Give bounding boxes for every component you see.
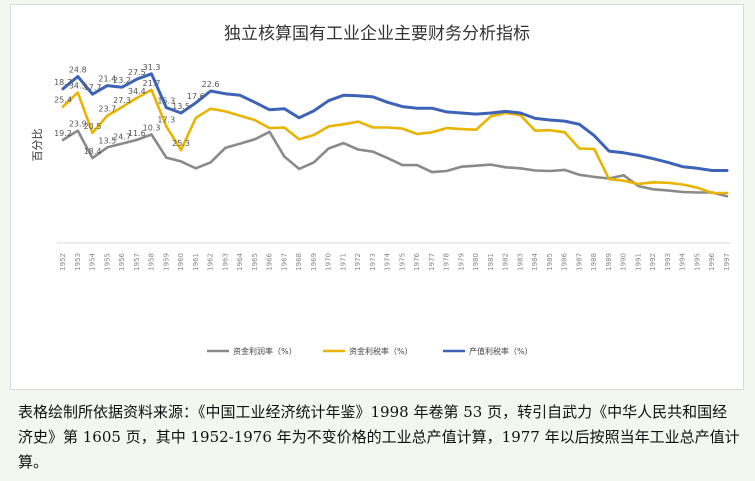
chart-svg: 独立核算国有工业企业主要财务分析指标 百分比 19.223.918.413.52… [31, 24, 731, 356]
x-tick-labels: 1952 1953 1954 1955 1956 1957 1958 1959 1960 1961… [59, 252, 731, 270]
x-tick-label: 1992 [649, 253, 657, 271]
data-label: 17.6 [187, 92, 205, 101]
x-tick-label: 1958 [148, 253, 156, 271]
data-label: 34.4 [128, 87, 146, 96]
data-label: 24.8 [69, 65, 87, 74]
x-tick-label: 1986 [561, 252, 569, 270]
series-line-2 [61, 72, 729, 172]
x-tick-label: 1968 [295, 253, 303, 271]
x-tick-label: 1989 [605, 253, 613, 271]
data-label: 22.6 [202, 80, 220, 89]
data-label: 17.3 [157, 115, 175, 124]
x-tick-label: 1996 [708, 252, 716, 270]
data-label: 23.7 [98, 105, 116, 114]
data-label: 13.5 [172, 102, 190, 111]
x-tick-label: 1985 [546, 253, 554, 271]
data-label: 23.2 [113, 76, 131, 85]
x-tick-label: 1977 [428, 253, 436, 271]
legend: 资金利润率（%） 资金利税率（%） 产值利税率（%） [207, 346, 533, 356]
data-label: 21.4 [98, 75, 116, 84]
x-tick-label: 1956 [118, 252, 126, 270]
data-label: 23.9 [69, 120, 87, 129]
x-tick-label: 1961 [192, 253, 200, 271]
x-tick-label: 1983 [516, 253, 524, 271]
data-label: 13.5 [98, 136, 116, 145]
x-tick-label: 1959 [162, 253, 170, 271]
data-label: 27.5 [128, 68, 146, 77]
x-tick-label: 1963 [221, 253, 229, 271]
series-line-0 [61, 129, 729, 198]
data-label: 24.7 [113, 133, 131, 142]
y-axis-label: 百分比 [31, 129, 44, 162]
data-label: 25.3 [172, 139, 190, 148]
x-tick-label: 1974 [384, 252, 392, 270]
x-tick-label: 1952 [59, 253, 67, 271]
data-label: 34.5 [69, 82, 87, 91]
data-label: 17.7 [84, 83, 102, 92]
chart-panel: 独立核算国有工业企业主要财务分析指标 百分比 19.2 23.9 18.4 13.5 2… [10, 4, 744, 390]
x-tick-label: 1964 [236, 252, 244, 270]
x-tick-label: 1962 [207, 253, 215, 271]
data-label: 21.7 [143, 79, 161, 88]
data-label: 15.3 [157, 97, 175, 106]
x-tick-label: 1984 [531, 252, 539, 270]
x-tick-label: 1960 [177, 253, 185, 271]
x-tick-label: 1988 [590, 253, 598, 271]
x-tick-label: 1973 [369, 253, 377, 271]
data-label: 27.3 [113, 96, 131, 105]
x-tick-label: 1997 [723, 253, 731, 271]
x-tick-label: 1981 [487, 253, 495, 271]
data-label: 10.3 [143, 123, 161, 132]
data-label: 19.2 [54, 129, 72, 138]
data-label: 25.4 [54, 96, 72, 105]
data-label: 18.7 [54, 78, 72, 87]
data-labels-layer: 19.223.918.413.524.711.610.325.434.520.5… [54, 63, 219, 156]
legend-label-0: 资金利润率（%） [233, 346, 297, 356]
x-tick-label: 1967 [280, 253, 288, 271]
x-tick-label: 1971 [339, 253, 347, 271]
x-tick-label: 1990 [620, 253, 628, 271]
legend-label-1: 资金利税率（%） [349, 346, 413, 356]
x-tick-label: 1976 [413, 252, 421, 270]
x-tick-label: 1969 [310, 253, 318, 271]
series-layer [61, 72, 729, 198]
x-tick-label: 1965 [251, 253, 259, 271]
x-tick-label: 1975 [398, 253, 406, 271]
x-tick-label: 1972 [354, 253, 362, 271]
data-label: 20.5 [84, 122, 102, 131]
chart-title: 独立核算国有工业企业主要财务分析指标 [224, 24, 530, 44]
x-tick-label: 1966 [266, 252, 274, 270]
x-tick-label: 1954 [89, 252, 97, 270]
x-tick-label: 1978 [443, 253, 451, 271]
source-note: 表格绘制所依据资料来源：《中国工业经济统计年鉴》1998 年卷第 53 页，转引… [18, 403, 740, 471]
x-tick-label: 1957 [133, 253, 141, 271]
x-tick-label: 1995 [693, 253, 701, 271]
series-line-1 [61, 88, 729, 195]
x-tick-label: 1980 [472, 253, 480, 271]
x-tick-label: 1955 [103, 253, 111, 271]
x-tick-label: 1991 [634, 253, 642, 271]
data-label: 31.3 [143, 63, 161, 72]
x-tick-label: 1979 [457, 253, 465, 271]
x-tick-label: 1970 [325, 253, 333, 271]
data-label: 18.4 [84, 147, 102, 156]
data-label: 11.6 [128, 129, 146, 138]
x-tick-label: 1993 [664, 253, 672, 271]
x-tick-label: 1982 [502, 253, 510, 271]
x-tick-label: 1994 [679, 252, 687, 270]
legend-label-2: 产值利税率（%） [469, 346, 533, 356]
x-tick-label: 1953 [74, 253, 82, 271]
x-tick-label: 1987 [575, 253, 583, 271]
